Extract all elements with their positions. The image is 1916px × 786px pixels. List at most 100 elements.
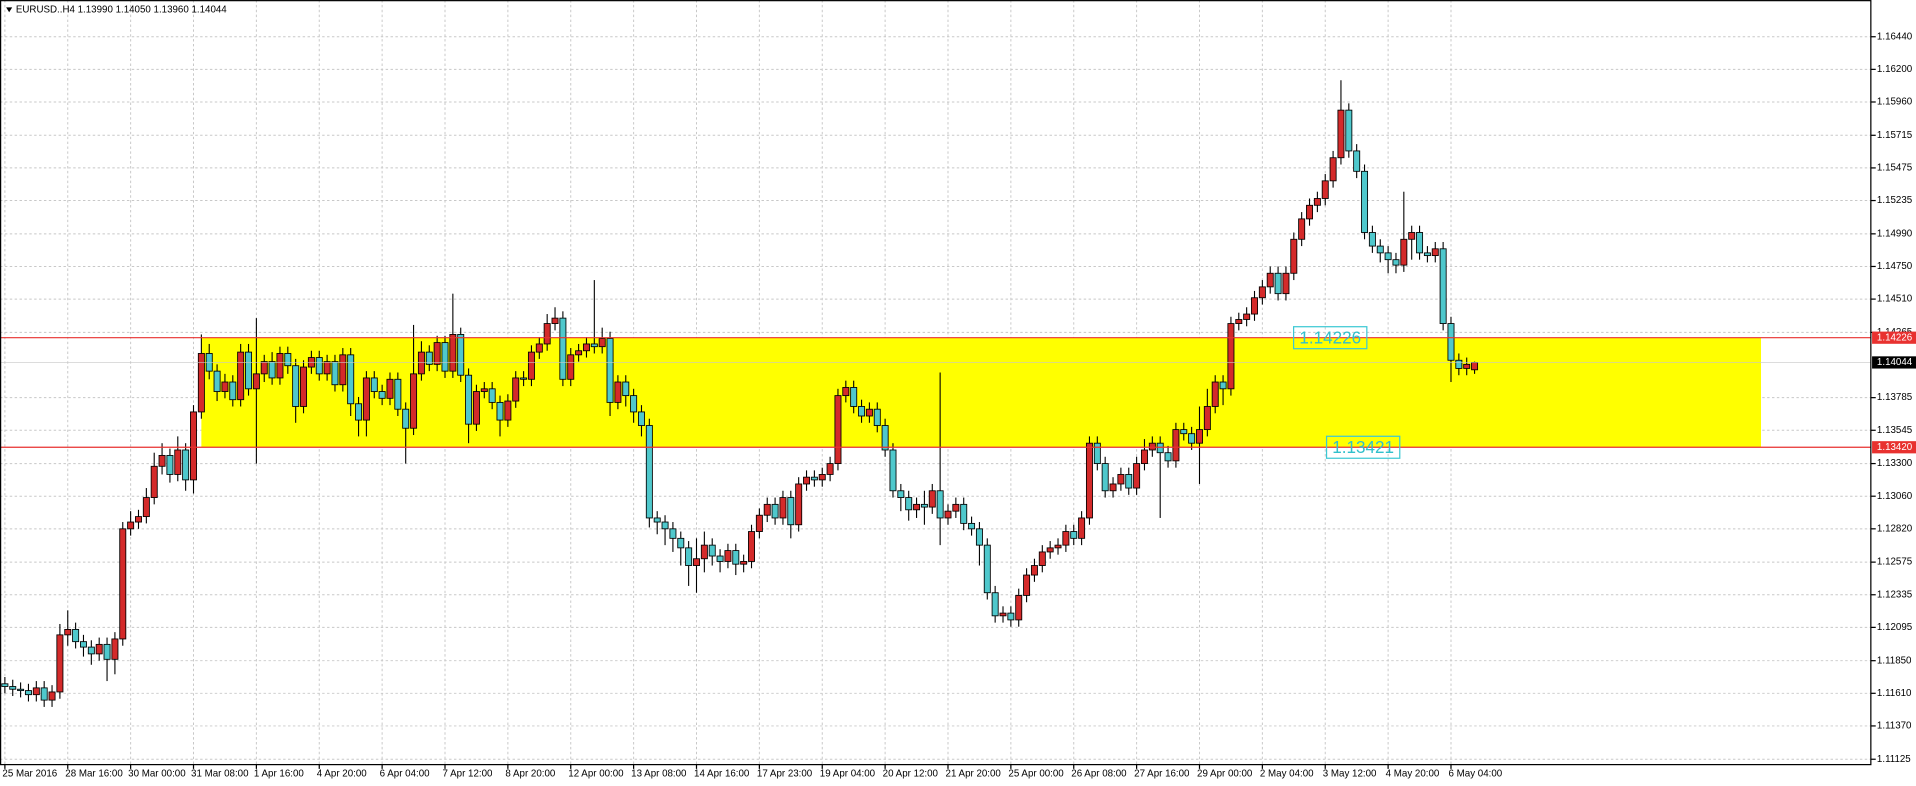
candle-body [865,408,873,417]
candle-body [394,378,402,410]
candle-body [1211,381,1219,407]
candle-body [402,408,410,429]
plot-frame [0,0,1872,766]
x-tick-label: 29 Apr 00:00 [1197,768,1253,779]
x-tick-label: 12 Apr 00:00 [568,768,624,779]
candle-body [111,638,119,660]
x-tick-label: 21 Apr 20:00 [946,768,1002,779]
candle-body [810,476,818,481]
candle-body [975,528,983,546]
candle-body [535,343,543,353]
candle-body [79,641,87,648]
candle-body [983,544,991,594]
candle-body [826,463,834,475]
candle-body [928,490,936,508]
candle-body [999,612,1007,617]
x-tick-label: 8 Apr 20:00 [505,768,555,779]
candle-body [40,687,48,701]
candle-body [268,361,276,379]
candle-body [182,449,190,481]
candle-body [755,514,763,532]
candle-body [795,483,803,526]
candle-body [1062,531,1070,546]
candle-body [1,683,9,687]
candle-body [575,350,583,356]
candle-body [17,688,25,692]
y-tick-label: 1.12820 [1877,523,1913,534]
x-tick-label: 20 Apr 12:00 [883,768,939,779]
candle-body [1046,547,1054,553]
candle-body [315,357,323,375]
candle-body [645,425,653,519]
candle-body [1030,565,1038,576]
x-tick-label: 3 May 12:00 [1323,768,1377,779]
candle-body [1266,272,1274,288]
candle-body [1015,595,1023,621]
menu-arrow[interactable] [6,7,13,13]
candle-body [1447,323,1455,361]
x-tick-label: 6 Apr 04:00 [380,768,430,779]
candle-body [465,374,473,425]
candle-body [1392,259,1400,266]
candle-body [370,377,378,392]
candle-body [669,528,677,539]
candle-body [1133,463,1141,489]
candle-body [960,503,968,524]
candle-body [1101,463,1109,492]
y-tick-label: 1.14510 [1877,294,1913,305]
candle-body [543,323,551,345]
candle-body [858,406,866,417]
y-tick-label: 1.13300 [1877,458,1913,469]
candle-body [1140,449,1148,465]
top-layer: 1.16440 1.16200 1.15960 1.15715 1.15475 1.152… [0,31,1916,779]
candle-body [897,490,905,498]
candle-body [1290,238,1298,274]
x-tick-label: 17 Apr 23:00 [757,768,813,779]
x-tick-label: 2 May 04:00 [1260,768,1314,779]
candle-body [520,377,528,380]
candle-body [1078,517,1086,539]
candle-body [913,503,921,511]
level-tag-label: 1.13420 [1877,442,1913,453]
y-tick-label: 1.12095 [1877,622,1913,633]
annotation-box [1325,435,1401,459]
candle-body [386,378,394,399]
candle-body [952,503,960,512]
candle-body [362,377,370,421]
x-tick-label: 4 Apr 20:00 [317,768,367,779]
y-tick-label: 1.15715 [1877,130,1913,141]
annotation: 1.13421 [1332,438,1394,457]
candle-body [700,544,708,560]
candle-body [1384,252,1392,261]
y-tick-label: 1.13785 [1877,392,1913,403]
candle-body [1164,452,1172,462]
candle-body [693,558,700,566]
candle-body [1439,248,1447,324]
x-tick-label: 6 May 04:00 [1449,768,1503,779]
candle-body [213,370,221,392]
candle-body [724,550,732,562]
candle-body [417,351,425,375]
candle-body [425,351,433,365]
candle-body [24,690,32,696]
candle-body [1298,218,1306,240]
x-tick-label: 28 Mar 16:00 [65,768,123,779]
candle-body [472,391,480,425]
candle-body [787,497,795,526]
y-tick-label: 1.14990 [1877,228,1913,239]
candle-body [1188,433,1196,444]
candle-body [1400,238,1408,266]
candle-body [32,687,40,696]
candle-body [771,503,779,519]
level-tag [1872,331,1916,344]
level-tag [1872,441,1916,454]
candle-body [1282,272,1290,295]
candle-body [1329,157,1337,182]
candle-body [850,387,858,407]
candle-body [95,643,103,655]
candle-body [1408,232,1416,240]
candle-body [150,465,158,498]
candle-body [1235,319,1243,324]
candle-body [1085,442,1093,519]
